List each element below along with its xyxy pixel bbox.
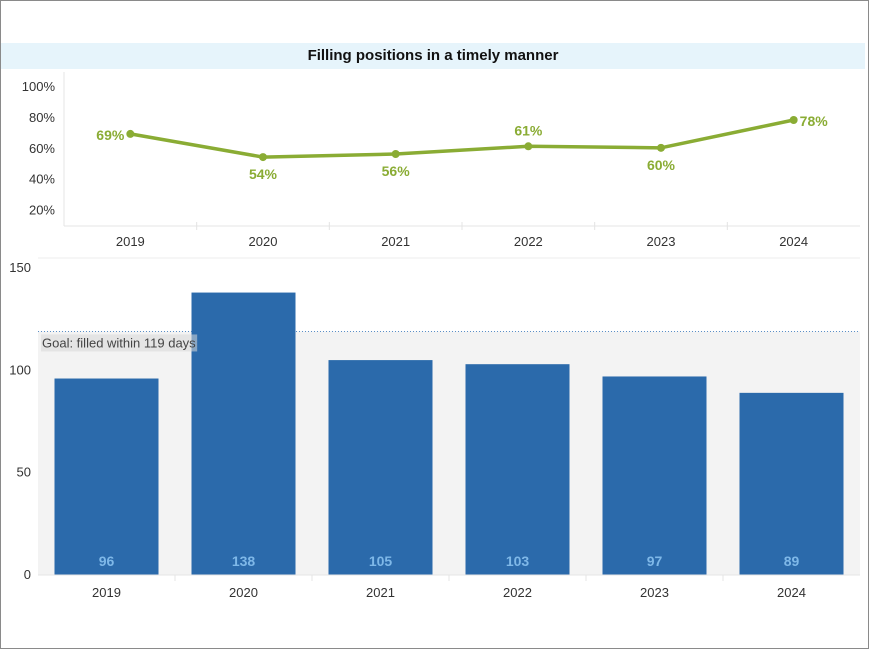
goal-band (38, 331, 860, 575)
bar-x-tick-label: 2021 (366, 585, 395, 600)
line-x-tick-label: 2024 (779, 234, 808, 249)
bar-y-tick-label: 50 (17, 465, 31, 480)
line-y-tick-label: 100% (22, 79, 56, 94)
bar-x-tick-label: 2020 (229, 585, 258, 600)
line-point (657, 143, 665, 152)
line-data-label: 78% (800, 113, 829, 129)
chart-title: Filling positions in a timely manner (307, 47, 559, 64)
line-x-tick-label: 2021 (381, 234, 410, 249)
line-data-label: 60% (647, 157, 676, 173)
bar (465, 364, 570, 575)
title-bar: Filling positions in a timely manner (1, 43, 865, 69)
bar-data-label: 105 (369, 553, 393, 569)
line-y-tick-label: 40% (29, 172, 55, 187)
goal-label-highlight (41, 334, 198, 352)
bar-x-tick-label: 2023 (640, 585, 669, 600)
line-data-label: 54% (249, 166, 278, 182)
bar (328, 360, 433, 575)
bar (191, 292, 296, 575)
bar-x-tick-label: 2019 (92, 585, 121, 600)
line-point (524, 142, 533, 151)
bar-y-tick-label: 0 (24, 567, 31, 582)
line-y-tick-label: 60% (29, 141, 55, 156)
bar-data-label: 103 (506, 553, 530, 569)
line-series (130, 118, 795, 159)
bar-x-tick-label: 2024 (777, 585, 806, 600)
line-data-label: 69% (96, 127, 125, 143)
line-x-tick-label: 2022 (514, 234, 543, 249)
bar-data-label: 138 (232, 553, 256, 569)
bar-x-tick-label: 2022 (503, 585, 532, 600)
bar-data-label: 97 (647, 553, 663, 569)
line-point (789, 116, 798, 124)
bar (54, 378, 159, 575)
bar-y-tick-label: 150 (9, 260, 31, 275)
line-data-label: 56% (382, 163, 411, 179)
bar (602, 376, 707, 575)
line-y-tick-label: 20% (29, 203, 55, 218)
bar (739, 392, 844, 575)
line-x-tick-label: 2023 (647, 234, 676, 249)
line-x-tick-label: 2020 (249, 234, 278, 249)
bar-data-label: 89 (784, 553, 800, 569)
bar-data-label: 96 (99, 553, 115, 569)
line-x-tick-label: 2019 (116, 234, 145, 249)
line-y-tick-label: 80% (29, 110, 55, 125)
bar-y-tick-label: 100 (9, 362, 31, 377)
line-point (126, 129, 135, 138)
line-data-label: 61% (514, 122, 543, 138)
line-point (259, 153, 267, 162)
line-point (391, 150, 400, 158)
goal-label: Goal: filled within 119 days (42, 335, 196, 350)
